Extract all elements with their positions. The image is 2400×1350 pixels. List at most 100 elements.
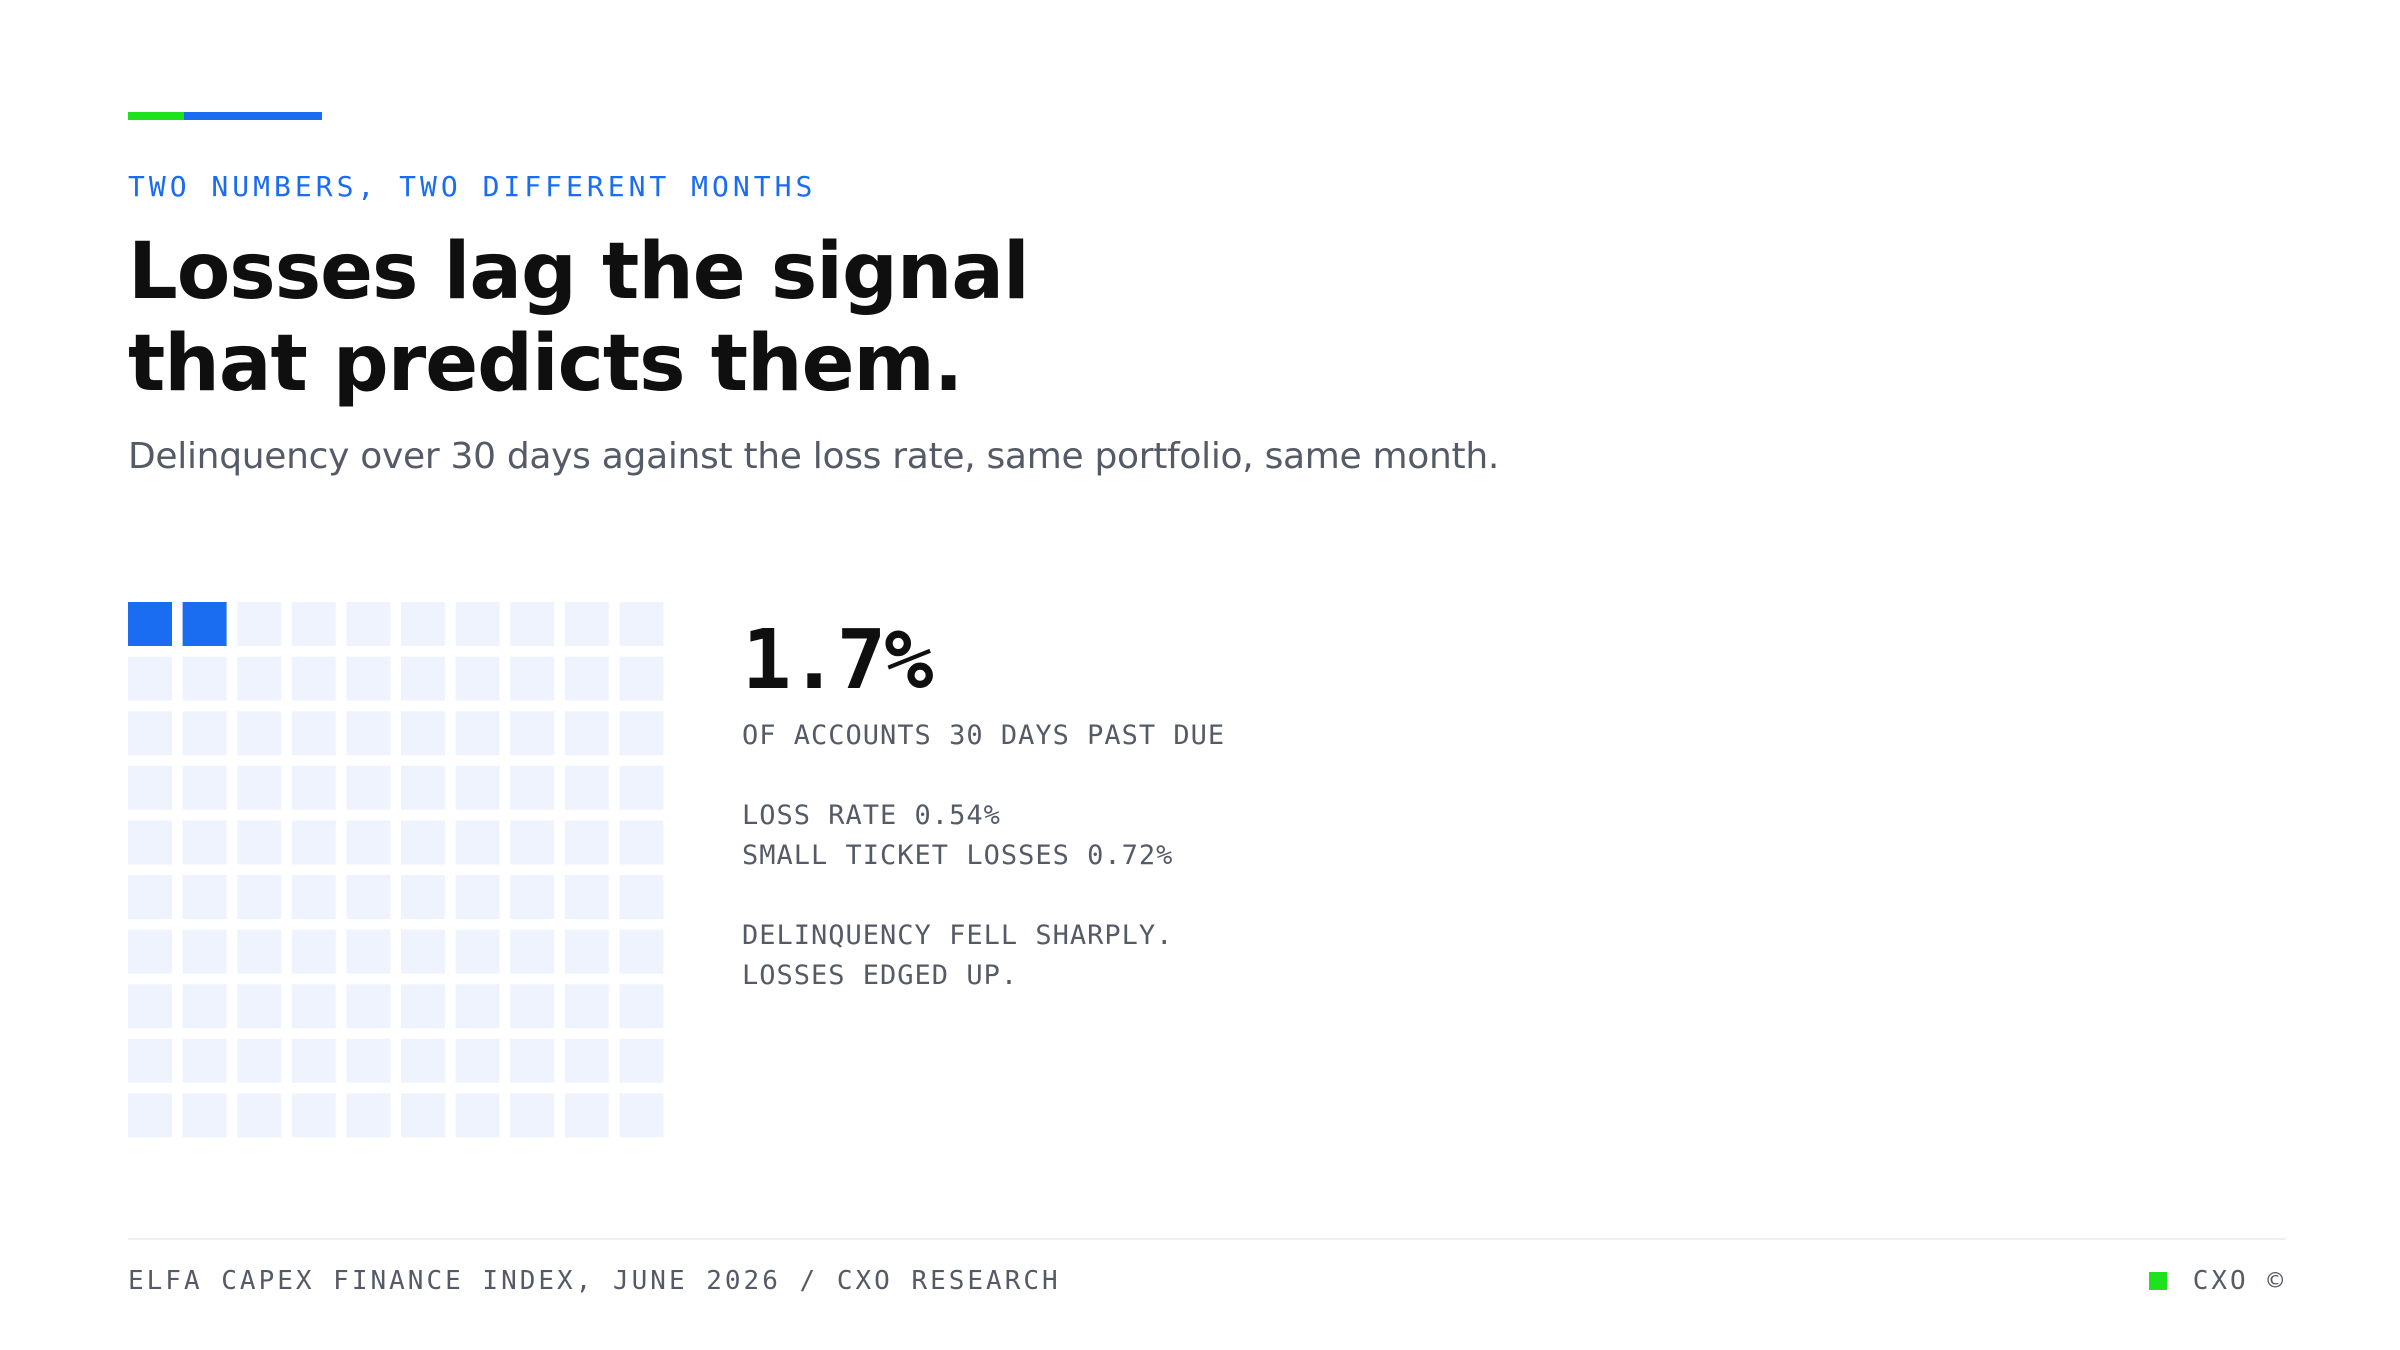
waffle-cell-empty bbox=[291, 602, 336, 646]
waffle-cell-empty bbox=[128, 1093, 172, 1138]
waffle-cell-empty bbox=[237, 820, 282, 865]
waffle-cell-empty bbox=[564, 1038, 609, 1083]
waffle-cell-empty bbox=[510, 984, 555, 1029]
waffle-cell-empty bbox=[401, 1093, 445, 1138]
summary-note-line-1: DELINQUENCY FELL SHARPLY. bbox=[742, 920, 1174, 951]
waffle-cell-filled bbox=[182, 602, 227, 646]
footer-divider bbox=[128, 1238, 2286, 1240]
waffle-cell-empty bbox=[291, 820, 336, 865]
waffle-cell-empty bbox=[564, 765, 609, 810]
waffle-cell-empty bbox=[619, 875, 664, 919]
waffle-cell-empty bbox=[455, 929, 500, 974]
waffle-cell-empty bbox=[346, 711, 391, 756]
big-number-label: OF ACCOUNTS 30 DAYS PAST DUE bbox=[742, 720, 1226, 751]
waffle-cell-empty bbox=[346, 656, 391, 701]
waffle-cell-empty bbox=[346, 984, 391, 1029]
waffle-cell-empty bbox=[401, 711, 445, 756]
waffle-cell-empty bbox=[182, 875, 227, 919]
waffle-chart bbox=[128, 602, 666, 1140]
waffle-cell-empty bbox=[510, 820, 555, 865]
waffle-cell-empty bbox=[564, 711, 609, 756]
waffle-cell-empty bbox=[291, 984, 336, 1029]
waffle-cell-empty bbox=[510, 602, 555, 646]
waffle-cell-empty bbox=[619, 820, 664, 865]
stats-panel: 1.7% OF ACCOUNTS 30 DAYS PAST DUE LOSS R… bbox=[742, 616, 1642, 996]
waffle-cell-empty bbox=[510, 1038, 555, 1083]
waffle-cell-empty bbox=[128, 820, 172, 865]
waffle-cell-empty bbox=[291, 765, 336, 810]
waffle-cell-empty bbox=[455, 1093, 500, 1138]
waffle-cell-empty bbox=[182, 984, 227, 1029]
waffle-cell-empty bbox=[564, 984, 609, 1029]
waffle-cell-empty bbox=[455, 765, 500, 810]
footer-brand: CXO © bbox=[2148, 1266, 2286, 1296]
waffle-cell-empty bbox=[401, 820, 445, 865]
waffle-cell-empty bbox=[237, 875, 282, 919]
waffle-cell-empty bbox=[237, 711, 282, 756]
waffle-cell-empty bbox=[619, 929, 664, 974]
waffle-cell-empty bbox=[455, 820, 500, 865]
waffle-cell-empty bbox=[291, 1093, 336, 1138]
waffle-cell-filled bbox=[128, 602, 172, 646]
loss-stats: LOSS RATE 0.54% SMALL TICKET LOSSES 0.72… bbox=[742, 796, 1642, 876]
waffle-cell-empty bbox=[510, 1093, 555, 1138]
waffle-cell-empty bbox=[455, 1038, 500, 1083]
waffle-cell-empty bbox=[564, 929, 609, 974]
waffle-cell-empty bbox=[128, 711, 172, 756]
waffle-cell-empty bbox=[237, 929, 282, 974]
waffle-cell-empty bbox=[401, 656, 445, 701]
waffle-cell-empty bbox=[510, 929, 555, 974]
waffle-cell-empty bbox=[401, 984, 445, 1029]
waffle-cell-empty bbox=[401, 602, 445, 646]
big-number: 1.7% bbox=[742, 613, 933, 708]
summary-note: DELINQUENCY FELL SHARPLY. LOSSES EDGED U… bbox=[742, 916, 1642, 996]
waffle-cell-empty bbox=[619, 765, 664, 810]
waffle-cell-empty bbox=[564, 820, 609, 865]
waffle-cell-empty bbox=[291, 875, 336, 919]
waffle-cell-empty bbox=[401, 765, 445, 810]
waffle-cell-empty bbox=[455, 875, 500, 919]
waffle-cell-empty bbox=[401, 1038, 445, 1083]
accent-bar-green bbox=[128, 112, 184, 120]
summary-note-line-2: LOSSES EDGED UP. bbox=[742, 960, 1019, 991]
waffle-cell-empty bbox=[128, 984, 172, 1029]
waffle-cell-empty bbox=[346, 1093, 391, 1138]
waffle-cell-empty bbox=[291, 1038, 336, 1083]
waffle-cell-empty bbox=[564, 656, 609, 701]
waffle-cell-empty bbox=[455, 711, 500, 756]
waffle-cell-empty bbox=[128, 875, 172, 919]
waffle-cell-empty bbox=[237, 765, 282, 810]
waffle-cell-empty bbox=[237, 602, 282, 646]
waffle-cell-empty bbox=[346, 602, 391, 646]
waffle-cell-empty bbox=[237, 1093, 282, 1138]
waffle-cell-empty bbox=[128, 656, 172, 701]
waffle-cell-empty bbox=[182, 711, 227, 756]
waffle-cell-empty bbox=[182, 1038, 227, 1083]
waffle-cell-empty bbox=[401, 929, 445, 974]
waffle-cell-empty bbox=[182, 765, 227, 810]
waffle-cell-empty bbox=[619, 602, 664, 646]
page-title-line-2: that predicts them. bbox=[128, 319, 963, 409]
waffle-cell-empty bbox=[237, 1038, 282, 1083]
waffle-cell-empty bbox=[291, 929, 336, 974]
brand-name: CXO © bbox=[2192, 1266, 2286, 1296]
waffle-cell-empty bbox=[346, 820, 391, 865]
accent-bar bbox=[128, 112, 322, 120]
waffle-cell-empty bbox=[619, 1038, 664, 1083]
waffle-cell-empty bbox=[564, 1093, 609, 1138]
accent-bar-blue bbox=[184, 112, 322, 120]
waffle-cell-empty bbox=[510, 656, 555, 701]
waffle-cell-empty bbox=[619, 656, 664, 701]
waffle-cell-empty bbox=[619, 1093, 664, 1138]
waffle-cell-empty bbox=[237, 984, 282, 1029]
waffle-cell-empty bbox=[237, 656, 282, 701]
footer-source: ELFA CAPEX FINANCE INDEX, JUNE 2026 / CX… bbox=[128, 1266, 1061, 1296]
waffle-cell-empty bbox=[346, 765, 391, 810]
page-title: Losses lag the signal that predicts them… bbox=[128, 226, 1328, 410]
waffle-cell-empty bbox=[182, 820, 227, 865]
waffle-cell-empty bbox=[346, 1038, 391, 1083]
small-ticket-losses: SMALL TICKET LOSSES 0.72% bbox=[742, 840, 1174, 871]
loss-rate: LOSS RATE 0.54% bbox=[742, 800, 1001, 831]
waffle-cell-empty bbox=[455, 656, 500, 701]
page-title-line-1: Losses lag the signal bbox=[128, 227, 1030, 317]
